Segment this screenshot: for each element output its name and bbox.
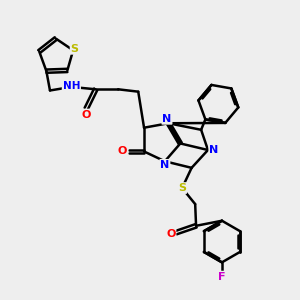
Text: O: O [166,229,176,239]
Text: F: F [218,272,226,282]
Text: S: S [178,183,186,193]
Text: N: N [162,114,172,124]
Text: N: N [160,160,170,170]
Text: O: O [82,110,91,120]
Text: N: N [209,145,218,155]
Text: S: S [70,44,79,54]
Text: O: O [118,146,127,157]
Text: NH: NH [63,81,80,91]
